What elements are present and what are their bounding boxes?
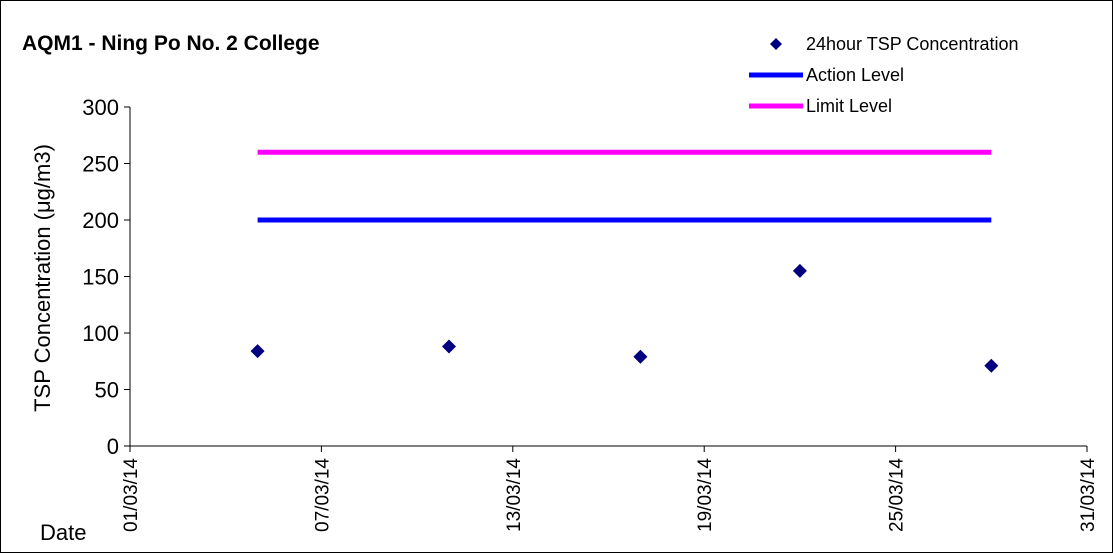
y-tick-label: 0 [107,434,119,459]
legend-entry-3: Limit Level [749,96,892,116]
x-tick-label: 13/03/14 [504,458,525,532]
legend-label: 24hour TSP Concentration [806,34,1018,54]
chart-title: AQM1 - Ning Po No. 2 College [22,32,320,55]
x-tick-label: 07/03/14 [312,458,333,532]
legend-entry-1: 24hour TSP Concentration [770,34,1018,54]
data-point-2 [442,339,456,354]
y-tick-label: 150 [82,265,119,290]
y-axis-label: TSP Concentration (μg/m3) [30,144,55,412]
y-ticks: 0 50 100 150 200 250 300 [82,95,130,459]
legend: 24hour TSP Concentration Action Level Limi… [749,34,1018,116]
plot-series [250,149,999,373]
legend-entry-2: Action Level [749,65,904,85]
y-tick-label: 250 [82,152,119,177]
y-tick-label: 300 [82,95,119,120]
x-axis-label: Date [40,520,86,545]
y-tick-label: 50 [95,378,119,403]
legend-swatch [770,38,782,50]
data-point-5 [984,358,999,373]
legend-label: Action Level [806,65,904,85]
x-tick-label: 19/03/14 [695,458,716,532]
data-point-4 [792,263,807,278]
y-tick-label: 200 [82,208,119,233]
x-tick-label: 31/03/14 [1078,458,1099,532]
y-tick-label: 100 [82,321,119,346]
data-point-1 [250,344,265,359]
x-tick-label: 25/03/14 [887,458,908,532]
x-ticks: 01/03/14 07/03/14 13/03/14 19/03/14 25/03/14… [121,446,1099,532]
x-tick-label: 01/03/14 [121,458,142,532]
data-point-3 [633,349,648,364]
legend-label: Limit Level [806,96,892,116]
